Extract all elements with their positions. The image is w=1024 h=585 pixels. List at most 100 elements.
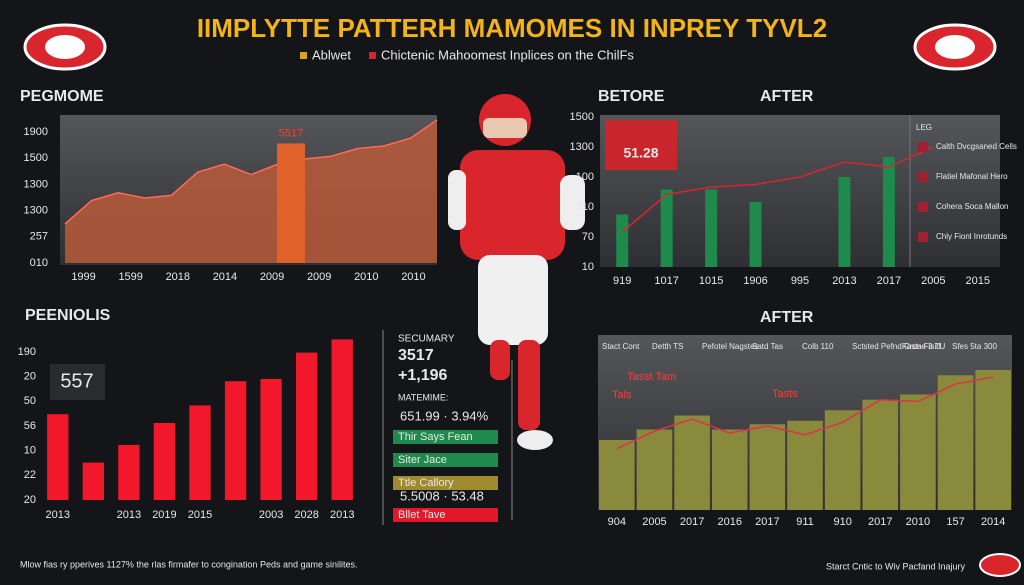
x-axis-label: 2016 [717,516,741,528]
bar [749,202,762,267]
summary-stat: 5.5008 · 53.48 [400,488,484,503]
y-axis-label: 190 [18,346,36,358]
y-axis-label: 257 [30,231,48,243]
column-label: Colb 110 [802,342,834,351]
x-axis-label: 919 [613,275,631,287]
legend-item: Calth Dvcgsaned Cells [936,142,1017,151]
logo-small [979,553,1021,577]
x-axis-label: 1599 [118,271,142,283]
x-axis-label: 2013 [330,509,354,521]
y-axis-label: 010 [30,257,48,269]
x-axis-label: 2014 [213,271,237,283]
chart-title: PEGMOME [20,88,104,105]
x-axis-label: 1015 [699,275,723,287]
x-axis-label: 2017 [877,275,901,287]
bar [616,214,629,267]
bar [937,375,974,510]
summary-row-label: Thir Says Fean [398,431,473,443]
column-label: Sfes 5ta 300 [952,342,997,351]
summary-row [393,430,498,444]
y-axis-label: 1500 [570,111,594,123]
bar [749,424,786,510]
chart-title: BETORE [598,88,665,105]
summary-row-label: Ttle Callory [398,477,454,489]
highlight-bar [277,143,305,263]
legend-label: Chictenic Mahoomest Inplices on the Chil… [381,47,634,62]
callout [50,364,105,400]
bar [47,414,69,500]
y-axis-label: 20 [24,494,36,506]
column-label: Stact Cont [602,342,640,351]
chart-title: PEENIOLIS [25,307,111,324]
summary-title: SECUMARY [398,334,455,345]
x-axis-label: 2009 [307,271,331,283]
bar [82,462,104,500]
y-axis-label: 22 [24,469,36,481]
y-axis-label: 56 [24,420,36,432]
x-axis-label: 2010 [354,271,378,283]
bar [224,381,247,500]
x-axis-label: 2015 [188,509,212,521]
bar [296,352,318,500]
bar [636,429,673,510]
y-axis-label: 20 [24,371,36,383]
chart-title: AFTER [760,309,814,326]
x-axis-label: 1017 [654,275,678,287]
y-axis-label: 110 [576,201,594,213]
bar [331,339,353,500]
y-axis-label: 1900 [24,126,48,138]
bar [900,394,936,510]
bar [705,189,718,267]
annotation: Tals [612,389,632,401]
legend-item: Chly Fionl Inrotunds [936,232,1007,241]
x-axis-label: 995 [791,275,809,287]
title: IIMPLYTTE PATTERH MAMOMES IN INPREY TYVL… [197,13,827,43]
legend-item: Flatiel Mafonal Hero [936,172,1008,181]
callout-value: 557 [60,370,93,392]
x-axis-label: 2013 [832,275,856,287]
bar [838,177,851,267]
legend-title: LEG [916,123,932,132]
bar [862,399,899,510]
legend-swatch [918,232,928,242]
summary-change: +1,196 [398,367,447,384]
legend-swatch [918,142,928,152]
x-axis-label: 1999 [71,271,95,283]
x-axis-label: 1906 [743,275,767,287]
logo-right [913,23,997,71]
annotation: Tasts [772,388,798,400]
y-axis-label: 10 [582,261,594,273]
bar [118,445,140,500]
y-axis-label: 1300 [570,141,594,153]
column-label: Sctsted Pefnd Crone 3 TU [852,342,945,351]
x-axis-label: 2013 [117,509,141,521]
line [64,119,438,225]
x-axis-label: 2017 [755,516,779,528]
player [448,94,585,450]
y-axis-label: 100 [576,171,594,183]
x-axis-label: 157 [946,516,964,528]
x-axis-label: 2009 [260,271,284,283]
bar [189,405,211,500]
highlight-label: 5517 [279,127,303,139]
x-axis-label: 2005 [642,516,666,528]
legend-swatch [300,52,307,59]
summary-row-label: Bllet Tave [398,509,446,521]
x-axis-label: 2015 [966,275,990,287]
legend-swatch [369,52,377,59]
logo-left [23,23,107,71]
legend-swatch [918,172,928,182]
x-axis-label: 2017 [680,516,704,528]
x-axis-label: 2019 [152,509,176,521]
bar [787,420,823,510]
x-axis-label: 2010 [401,271,425,283]
legend-item: Cohera Soca Mallon [936,202,1008,211]
chart-title: AFTER [760,88,814,105]
bar [975,370,1011,510]
callout [605,120,677,170]
y-axis-label: 1300 [24,178,48,190]
x-axis-label: 904 [608,516,626,528]
bar [260,379,282,500]
column-label: Detth TS [652,342,683,351]
